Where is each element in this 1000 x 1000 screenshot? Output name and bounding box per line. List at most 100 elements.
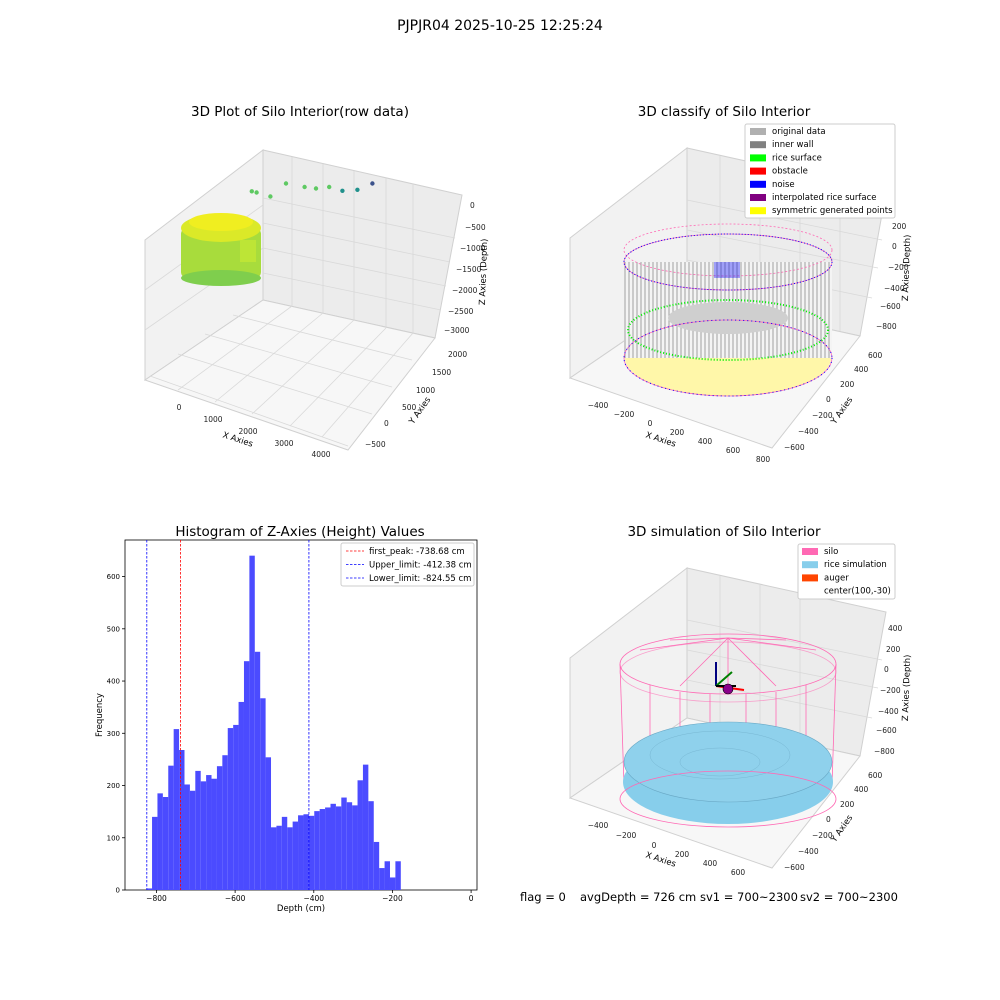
histogram-bar <box>200 781 207 890</box>
z-tick-label: −1500 <box>456 265 482 274</box>
z-tick-label: −800 <box>876 322 897 331</box>
legend-label: original data <box>772 127 826 137</box>
y-tick-label: −600 <box>784 443 805 452</box>
histogram-bar <box>271 827 277 890</box>
histogram-bar <box>395 861 401 890</box>
histogram-bar <box>276 825 282 890</box>
histogram-legend: first_peak: -738.68 cm Upper_limit: -412.… <box>340 542 475 587</box>
histogram-bar <box>384 861 390 890</box>
depth-histogram: Histogram of Z-Axies (Height) Values −80… <box>95 524 478 914</box>
histogram-bar <box>243 661 250 890</box>
x-tick-label: 200 <box>675 850 690 859</box>
z-axis-label: Z Axies (Depth) <box>478 238 490 305</box>
y-tick-label: 100 <box>107 834 120 842</box>
histogram-bar <box>152 816 158 890</box>
histogram-bar <box>335 806 342 890</box>
histogram-bar <box>325 807 331 890</box>
z-tick-label: −600 <box>880 302 901 311</box>
y-axis-label: Frequency <box>95 693 105 737</box>
y-tick-label: −400 <box>798 427 819 436</box>
y-tick-label: 1000 <box>416 386 435 395</box>
y-tick-label: 500 <box>402 403 417 412</box>
histogram-bar <box>206 775 212 890</box>
histogram-bar <box>216 766 223 890</box>
legend-swatch <box>750 128 766 135</box>
x-axis-label: Depth (cm) <box>277 904 325 914</box>
silo-base-ring <box>619 770 837 828</box>
reference-lines <box>146 540 310 890</box>
legend-label: obstacle <box>772 167 808 177</box>
outlier-point <box>327 184 332 190</box>
y-tick-label: −200 <box>812 411 833 420</box>
legend-label: Lower_limit: -824.55 cm <box>369 574 471 584</box>
histogram-bar <box>373 841 380 890</box>
x-tick-label: −400 <box>303 894 324 903</box>
z-tick-label: −400 <box>884 284 905 293</box>
histogram-bar <box>227 728 234 890</box>
grid-lines <box>144 157 456 447</box>
silo-point-cloud <box>181 213 261 286</box>
outlier-point <box>283 181 289 186</box>
histogram-bar <box>173 729 180 890</box>
y-tick-label: −400 <box>798 847 819 856</box>
y-tick-label: 600 <box>868 771 883 780</box>
histogram-bar <box>379 868 385 890</box>
y-tick-label: 200 <box>107 782 120 790</box>
x-tick-label: 0 <box>648 419 653 428</box>
outlier-point <box>249 189 254 194</box>
legend-label: noise <box>772 180 795 190</box>
legend-swatch <box>802 574 818 582</box>
z-tick-label: 0 <box>470 201 475 210</box>
legend-swatch <box>750 154 766 162</box>
y-tick-label: −200 <box>812 831 833 840</box>
y-tick-label: 200 <box>840 380 855 389</box>
y-tick-label: 1500 <box>432 368 451 377</box>
figure-title: PJPJR04 2025-10-25 12:25:24 <box>397 18 603 34</box>
y-tick-label: 500 <box>107 625 120 633</box>
histogram-bar <box>249 555 255 890</box>
histogram-bar <box>184 784 190 890</box>
flag-status: flag = 0 <box>520 890 566 904</box>
z-tick-label: −500 <box>465 223 486 232</box>
legend-swatch <box>750 207 766 215</box>
z-tick-label: 200 <box>892 222 907 231</box>
legend-label: rice simulation <box>824 560 887 570</box>
z-axis-label: Z Axies (Depth) <box>901 654 913 721</box>
legend-swatch <box>750 141 766 149</box>
y-tick-label: 200 <box>840 800 855 809</box>
z-tick-label: −400 <box>878 707 899 716</box>
x-tick-label: 0 <box>469 894 474 903</box>
outlier-point <box>254 190 259 195</box>
histogram-bar <box>265 757 272 890</box>
y-tick-label: 400 <box>854 785 869 794</box>
legend-label: silo <box>824 547 838 557</box>
outlier-point <box>313 186 319 191</box>
legend-label: rice surface <box>772 153 822 163</box>
classified-silo-points <box>623 223 833 397</box>
histogram-bar <box>368 801 374 890</box>
histogram-bar <box>281 816 288 890</box>
x-tick-label: −400 <box>588 821 609 830</box>
y-tick-label: −500 <box>365 440 386 449</box>
legend-swatch <box>750 194 766 201</box>
z-tick-label: −1000 <box>460 244 486 253</box>
outlier-point <box>302 184 307 190</box>
z-tick-label: −200 <box>880 686 901 695</box>
z-axis-label: Z Axies (Depth) <box>901 234 913 301</box>
histogram-bar <box>314 811 320 890</box>
histogram-bar <box>357 780 363 890</box>
y-axis-ticks: 0 100 200 300 400 500 600 <box>107 573 125 895</box>
y-tick-label: 0 <box>826 815 831 824</box>
x-tick-label: −200 <box>616 831 637 840</box>
y-tick-label: 300 <box>107 730 120 738</box>
histogram-bar <box>233 724 239 890</box>
legend-label: symmetric generated points <box>772 206 893 216</box>
legend-label: first_peak: -738.68 cm <box>369 547 465 557</box>
x-tick-label: 400 <box>703 859 718 868</box>
x-tick-label: 0 <box>177 403 182 412</box>
y-tick-label: 400 <box>107 678 120 686</box>
x-tick-label: 800 <box>756 455 771 464</box>
histogram-bar <box>287 827 293 890</box>
chart-title: Histogram of Z-Axies (Height) Values <box>175 524 424 540</box>
histogram-bar <box>222 755 228 890</box>
